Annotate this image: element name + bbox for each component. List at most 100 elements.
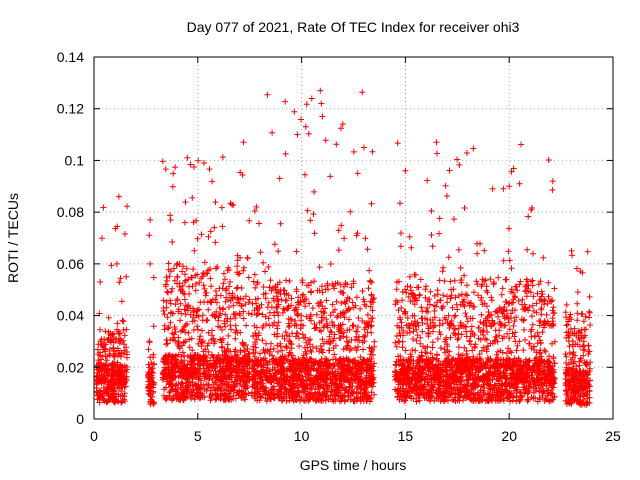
data-point [100, 375, 107, 382]
data-point [212, 288, 219, 294]
data-point [292, 318, 299, 324]
data-point [549, 187, 556, 193]
data-point [175, 306, 182, 313]
data-point [408, 244, 415, 251]
data-point [180, 263, 186, 270]
data-point [240, 308, 247, 315]
data-point [159, 369, 166, 376]
data-point [302, 303, 309, 310]
data-point [429, 243, 436, 250]
data-point [178, 353, 185, 360]
data-point [205, 233, 212, 240]
data-point [367, 278, 374, 285]
data-point [446, 167, 453, 174]
data-point [182, 338, 189, 345]
data-point [197, 385, 204, 392]
data-point [207, 275, 214, 282]
data-point [182, 302, 189, 309]
data-point [207, 299, 214, 306]
data-point [246, 369, 253, 376]
data-point [220, 270, 227, 277]
data-point [209, 377, 216, 383]
data-point [347, 208, 354, 215]
data-point [257, 350, 263, 357]
data-point [194, 361, 201, 368]
data-point [505, 225, 512, 232]
data-point [118, 298, 125, 305]
data-point [355, 315, 362, 321]
data-point [214, 299, 220, 306]
data-point [222, 323, 229, 330]
data-point [188, 335, 195, 342]
data-point [551, 285, 558, 292]
data-point [123, 273, 130, 280]
data-point [169, 376, 176, 383]
data-point [225, 364, 232, 371]
data-point [208, 336, 215, 343]
data-point [224, 267, 231, 274]
data-point [118, 388, 125, 395]
data-point [191, 247, 198, 254]
data-point [121, 398, 128, 405]
data-point [198, 343, 205, 350]
data-point [550, 304, 557, 311]
data-point [515, 298, 522, 304]
data-point [150, 323, 157, 330]
data-point [219, 356, 226, 363]
data-point [189, 375, 196, 382]
data-point [244, 345, 251, 352]
data-point [167, 268, 174, 275]
data-point [189, 389, 196, 396]
data-point [196, 336, 203, 343]
data-point [218, 339, 225, 346]
data-point [238, 303, 245, 310]
data-point [159, 376, 166, 383]
data-point [204, 374, 211, 381]
data-point [497, 322, 504, 329]
data-point [369, 148, 376, 155]
data-point [359, 89, 366, 96]
data-point [305, 130, 312, 137]
data-point [100, 384, 107, 391]
data-point [306, 300, 313, 307]
data-point [240, 315, 247, 322]
data-point [146, 388, 153, 395]
data-point [118, 350, 125, 357]
data-point [517, 278, 524, 285]
data-point [178, 379, 185, 386]
data-point [100, 342, 107, 349]
data-point [392, 361, 399, 368]
data-point [220, 280, 227, 287]
data-point [163, 341, 170, 348]
data-point [354, 328, 361, 335]
data-point [161, 356, 168, 363]
data-point [262, 268, 268, 275]
data-point [545, 293, 552, 300]
data-point [240, 295, 247, 302]
data-point [162, 166, 169, 173]
data-point [397, 243, 404, 250]
data-point [500, 185, 507, 192]
data-point [282, 329, 289, 335]
data-point [333, 298, 340, 305]
data-point [229, 295, 236, 302]
data-point [123, 369, 130, 376]
data-point [542, 348, 549, 355]
data-point [327, 173, 334, 180]
data-point [207, 266, 213, 272]
data-point [509, 397, 516, 404]
data-point [115, 347, 121, 354]
data-point [115, 373, 122, 380]
data-point [319, 314, 326, 321]
data-point [232, 346, 239, 353]
data-point [105, 328, 112, 335]
data-point [471, 289, 477, 296]
data-point [215, 384, 222, 391]
data-point [337, 288, 344, 295]
data-point [194, 323, 201, 330]
data-point [166, 273, 173, 280]
data-point [151, 360, 157, 367]
data-point [95, 379, 101, 386]
data-point [228, 372, 235, 379]
